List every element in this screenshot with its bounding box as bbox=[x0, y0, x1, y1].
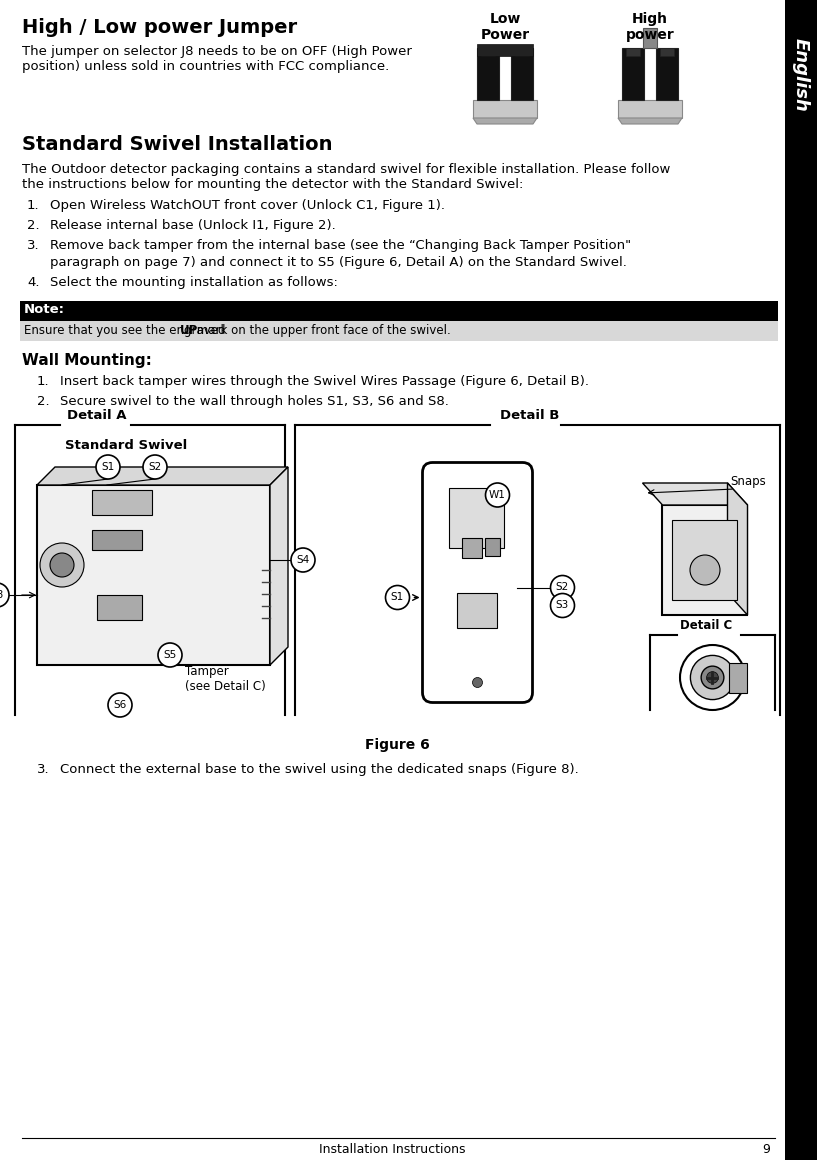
Bar bbox=[20, 321, 778, 341]
Text: 1.: 1. bbox=[27, 200, 40, 212]
Text: W1: W1 bbox=[489, 490, 506, 500]
Text: Standard Swivel Installation: Standard Swivel Installation bbox=[22, 135, 333, 154]
Polygon shape bbox=[473, 118, 537, 124]
Text: paragraph on page 7) and connect it to S5 (Figure 6, Detail A) on the Standard S: paragraph on page 7) and connect it to S… bbox=[50, 256, 627, 269]
Bar bbox=[622, 48, 644, 100]
Bar bbox=[97, 595, 142, 619]
Text: High
power: High power bbox=[626, 12, 674, 42]
Text: Insert back tamper wires through the Swivel Wires Passage (Figure 6, Detail B).: Insert back tamper wires through the Swi… bbox=[60, 375, 589, 387]
Circle shape bbox=[680, 645, 745, 710]
Bar bbox=[37, 485, 270, 665]
Bar bbox=[515, 48, 529, 56]
Text: S1: S1 bbox=[101, 462, 114, 472]
Circle shape bbox=[96, 455, 120, 479]
Circle shape bbox=[158, 643, 182, 667]
Bar bbox=[462, 537, 483, 558]
Circle shape bbox=[0, 583, 9, 607]
Text: Detail B: Detail B bbox=[500, 409, 560, 422]
Text: 3.: 3. bbox=[27, 239, 40, 252]
Text: Wall Mounting:: Wall Mounting: bbox=[22, 353, 152, 368]
Text: 2.: 2. bbox=[37, 396, 50, 408]
Polygon shape bbox=[270, 467, 288, 665]
Text: Detail C: Detail C bbox=[680, 619, 732, 632]
Text: 4.: 4. bbox=[27, 276, 39, 289]
Bar bbox=[656, 48, 678, 100]
Circle shape bbox=[386, 586, 409, 609]
Bar bbox=[660, 48, 674, 56]
Polygon shape bbox=[618, 118, 682, 124]
Text: Low
Power: Low Power bbox=[480, 12, 529, 42]
Text: UP: UP bbox=[180, 324, 198, 338]
Circle shape bbox=[472, 677, 483, 688]
Circle shape bbox=[291, 548, 315, 572]
Bar bbox=[20, 300, 778, 321]
Text: Ensure that you see the engraved: Ensure that you see the engraved bbox=[24, 324, 230, 338]
Circle shape bbox=[707, 672, 718, 683]
Bar bbox=[643, 28, 657, 48]
Text: S2: S2 bbox=[149, 462, 162, 472]
Bar bbox=[626, 48, 640, 56]
Text: 3.: 3. bbox=[37, 763, 50, 776]
Text: Note:: Note: bbox=[24, 303, 65, 316]
Text: High / Low power Jumper: High / Low power Jumper bbox=[22, 19, 297, 37]
Text: Snaps: Snaps bbox=[730, 474, 766, 488]
Text: S3: S3 bbox=[556, 601, 569, 610]
Bar bbox=[672, 520, 738, 600]
Text: Standard Swivel: Standard Swivel bbox=[65, 438, 187, 452]
Circle shape bbox=[701, 666, 724, 689]
Text: S6: S6 bbox=[114, 699, 127, 710]
Text: S2: S2 bbox=[556, 582, 569, 593]
Text: Detail A: Detail A bbox=[67, 409, 127, 422]
Text: S1: S1 bbox=[391, 593, 404, 602]
Circle shape bbox=[143, 455, 167, 479]
Text: The jumper on selector J8 needs to be on OFF (High Power
position) unless sold i: The jumper on selector J8 needs to be on… bbox=[22, 45, 412, 73]
Text: English: English bbox=[792, 38, 810, 111]
Bar bbox=[477, 48, 499, 100]
Bar bbox=[729, 662, 747, 693]
Text: Release internal base (Unlock I1, Figure 2).: Release internal base (Unlock I1, Figure… bbox=[50, 219, 336, 232]
Bar bbox=[618, 100, 682, 118]
Text: Connect the external base to the swivel using the dedicated snaps (Figure 8).: Connect the external base to the swivel … bbox=[60, 763, 578, 776]
Text: Remove back tamper from the internal base (see the “Changing Back Tamper Positio: Remove back tamper from the internal bas… bbox=[50, 239, 631, 252]
FancyBboxPatch shape bbox=[422, 463, 533, 703]
Circle shape bbox=[690, 554, 720, 585]
Polygon shape bbox=[642, 483, 748, 505]
Text: The Outdoor detector packaging contains a standard swivel for flexible installat: The Outdoor detector packaging contains … bbox=[22, 164, 671, 191]
Text: Secure swivel to the wall through holes S1, S3, S6 and S8.: Secure swivel to the wall through holes … bbox=[60, 396, 449, 408]
Text: Tamper
(see Detail C): Tamper (see Detail C) bbox=[185, 665, 266, 693]
Text: 1.: 1. bbox=[37, 375, 50, 387]
Bar bbox=[785, 0, 817, 1160]
Bar bbox=[92, 490, 152, 515]
Bar bbox=[449, 487, 505, 548]
Bar bbox=[453, 502, 502, 517]
Text: S8: S8 bbox=[0, 590, 3, 600]
Bar bbox=[92, 530, 142, 550]
Bar bbox=[663, 505, 748, 615]
Bar bbox=[473, 100, 537, 118]
Bar bbox=[485, 537, 501, 556]
Bar bbox=[458, 593, 498, 628]
Circle shape bbox=[690, 655, 734, 699]
Circle shape bbox=[551, 594, 574, 617]
Text: S5: S5 bbox=[163, 650, 176, 660]
Text: Open Wireless WatchOUT front cover (Unlock C1, Figure 1).: Open Wireless WatchOUT front cover (Unlo… bbox=[50, 200, 445, 212]
Circle shape bbox=[108, 693, 132, 717]
Bar bbox=[477, 44, 533, 56]
Circle shape bbox=[551, 575, 574, 600]
Text: S4: S4 bbox=[297, 554, 310, 565]
Bar bbox=[511, 48, 533, 100]
Text: Figure 6: Figure 6 bbox=[365, 738, 430, 752]
Text: Select the mounting installation as follows:: Select the mounting installation as foll… bbox=[50, 276, 338, 289]
Polygon shape bbox=[37, 467, 288, 485]
Text: 9: 9 bbox=[762, 1143, 770, 1157]
Text: 2.: 2. bbox=[27, 219, 40, 232]
Circle shape bbox=[40, 543, 84, 587]
Bar bbox=[481, 48, 495, 56]
Circle shape bbox=[50, 553, 74, 577]
Text: mark on the upper front face of the swivel.: mark on the upper front face of the swiv… bbox=[193, 324, 450, 338]
Polygon shape bbox=[727, 483, 748, 615]
Circle shape bbox=[485, 483, 510, 507]
Text: Installation Instructions: Installation Instructions bbox=[319, 1143, 466, 1157]
